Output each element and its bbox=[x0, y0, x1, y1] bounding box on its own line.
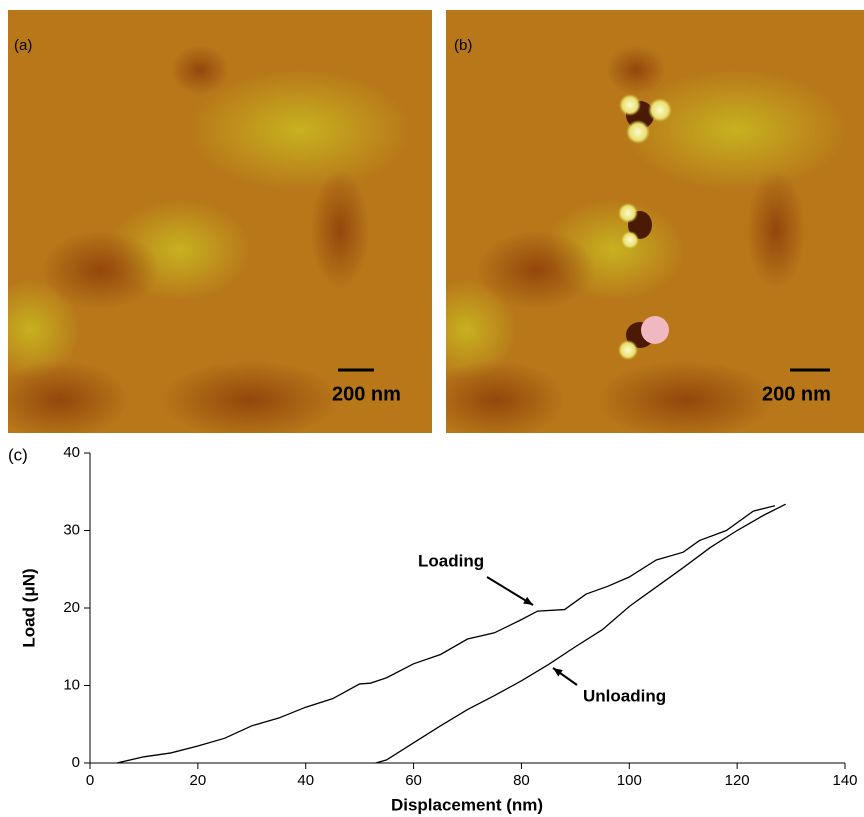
panel-label: (b) bbox=[454, 37, 472, 54]
panel-label: (a) bbox=[14, 37, 32, 54]
data-line bbox=[116, 505, 776, 764]
scale-bar-label: 200 nm bbox=[332, 383, 401, 405]
annotation: Unloading bbox=[583, 686, 666, 705]
x-tick-label: 40 bbox=[297, 772, 314, 789]
arrow-head bbox=[553, 668, 563, 677]
afm-image-b bbox=[446, 10, 864, 433]
x-tick-label: 0 bbox=[86, 772, 94, 789]
x-axis-title: Displacement (nm) bbox=[391, 795, 543, 814]
y-tick-label: 20 bbox=[63, 599, 80, 616]
y-tick-label: 0 bbox=[72, 754, 80, 771]
annotation: Loading bbox=[418, 551, 484, 570]
scale-bar-label: 200 nm bbox=[762, 383, 831, 405]
arrow-head bbox=[523, 596, 533, 605]
y-tick-label: 30 bbox=[63, 521, 80, 538]
x-tick-label: 120 bbox=[725, 772, 750, 789]
x-tick-label: 80 bbox=[513, 772, 530, 789]
y-axis-title: Load (μN) bbox=[19, 568, 38, 647]
x-tick-label: 140 bbox=[832, 772, 857, 789]
x-tick-label: 60 bbox=[405, 772, 422, 789]
y-tick-label: 40 bbox=[63, 444, 80, 461]
data-line bbox=[375, 503, 786, 764]
x-tick-label: 100 bbox=[617, 772, 642, 789]
y-tick-label: 10 bbox=[63, 676, 80, 693]
x-tick-label: 20 bbox=[190, 772, 207, 789]
panel-label: (c) bbox=[8, 445, 28, 464]
afm-image-a bbox=[8, 10, 432, 433]
